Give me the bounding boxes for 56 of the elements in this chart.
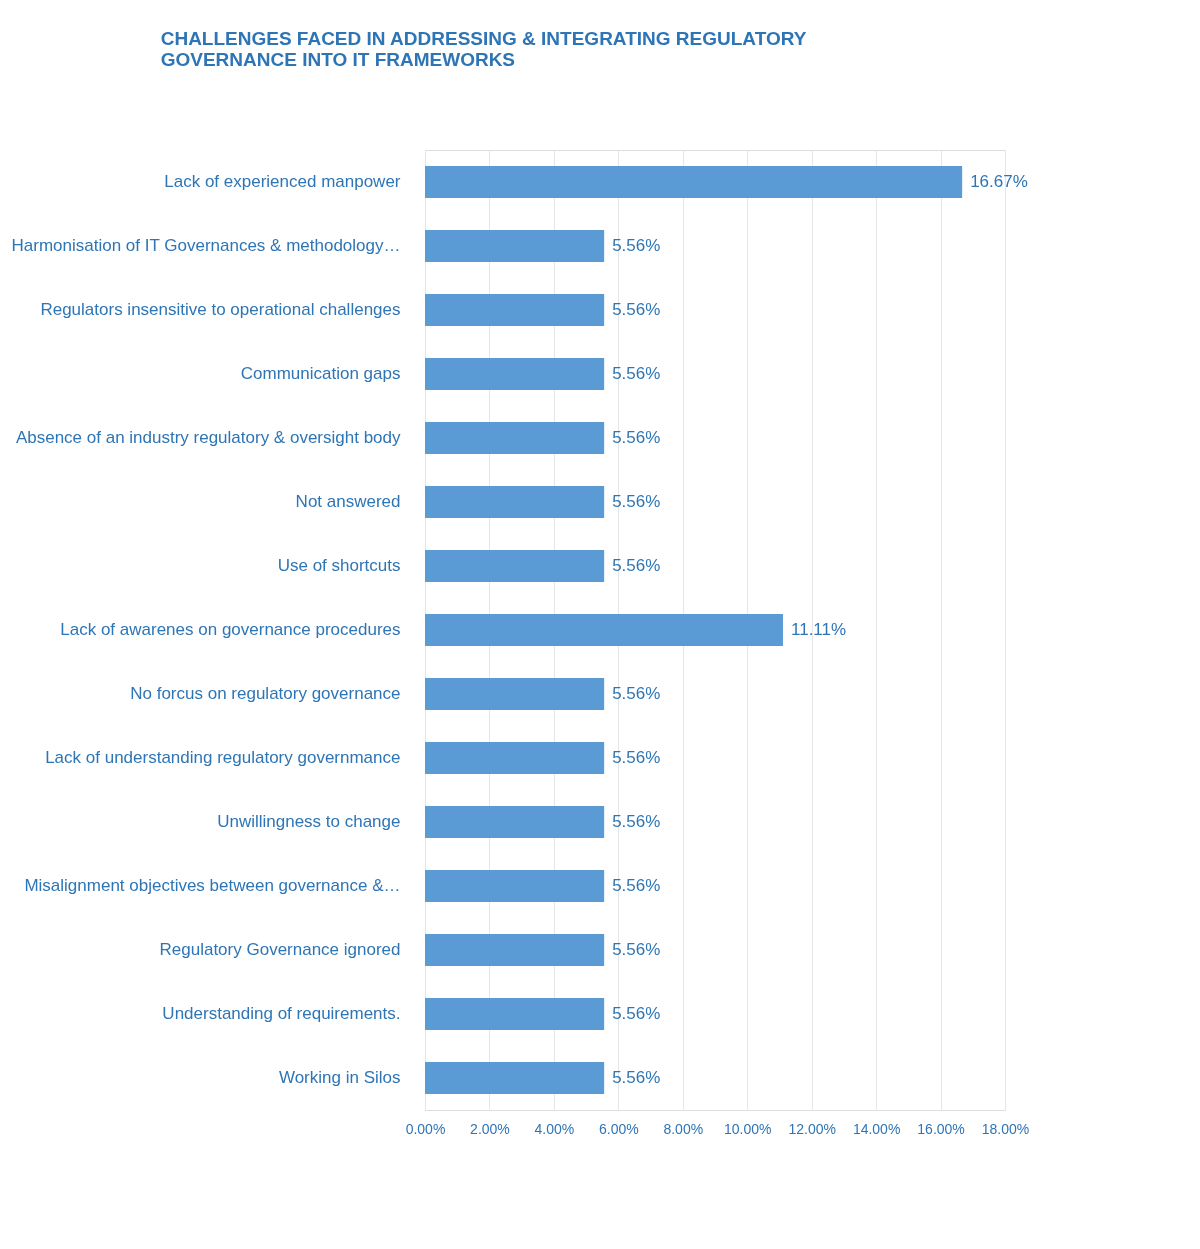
y-tick-label: Working in Silos (278, 1068, 401, 1087)
bar (425, 550, 605, 582)
y-tick-label: Communication gaps (240, 364, 401, 383)
y-tick-label: Understanding of requirements. (162, 1004, 401, 1023)
data-label: 16.67% (970, 172, 1028, 191)
bar (425, 1062, 605, 1094)
y-tick-label: Harmonisation of IT Governances & methodology… (11, 236, 401, 255)
data-label: 5.56% (612, 876, 661, 895)
data-label: 5.56% (612, 1004, 661, 1023)
bar (425, 294, 605, 326)
x-tick-label: 12.00% (788, 1120, 836, 1137)
data-label: 5.56% (612, 748, 661, 767)
y-tick-label: Lack of awarenes on governance procedures (60, 620, 401, 639)
x-tick-label: 4.00% (534, 1120, 575, 1137)
x-tick-label: 16.00% (917, 1120, 965, 1137)
y-tick-label: Misalignment objectives between governance &… (24, 876, 401, 895)
bar (425, 678, 605, 710)
y-tick-label: Not answered (295, 492, 401, 511)
y-tick-label: Absence of an industry regulatory & oversight body (15, 428, 401, 447)
y-tick-label: Use of shortcuts (277, 556, 401, 575)
chart-title: CHALLENGES FACED IN ADDRESSING & INTEGRATING REGULATORY GOVERNANCE INTO IT FRAMEWORKS (160, 28, 807, 70)
bar (425, 742, 605, 774)
data-label: 5.56% (612, 300, 661, 319)
x-tick-label: 8.00% (663, 1120, 704, 1137)
data-label: 5.56% (612, 236, 661, 255)
y-tick-label: Lack of understanding regulatory governmance (45, 748, 401, 767)
bar (425, 870, 605, 902)
bar (425, 358, 605, 390)
bar (425, 230, 605, 262)
y-tick-label: Unwillingness to change (217, 812, 401, 831)
data-label: 5.56% (612, 428, 661, 447)
x-tick-label: 2.00% (470, 1120, 510, 1137)
y-tick-label: No forcus on regulatory governance (130, 684, 401, 703)
bar (425, 166, 963, 198)
data-label: 5.56% (612, 1068, 661, 1087)
data-label: 5.56% (612, 812, 661, 831)
y-tick-label: Regulatory Governance ignored (159, 940, 401, 959)
data-label: 11.11% (790, 620, 847, 639)
x-tick-label: 18.00% (981, 1120, 1030, 1137)
bar (425, 422, 605, 454)
x-tick-label: 6.00% (598, 1120, 639, 1137)
data-label: 5.56% (612, 492, 661, 511)
bar (425, 806, 605, 838)
y-tick-label: Regulators insensitive to operational challenges (40, 300, 401, 319)
data-label: 5.56% (612, 556, 661, 575)
x-tick-label: 14.00% (852, 1120, 901, 1137)
data-label: 5.56% (612, 684, 661, 703)
data-label: 5.56% (612, 940, 661, 959)
data-label: 5.56% (612, 364, 661, 383)
bar (425, 934, 605, 966)
x-tick-label: 0.00% (405, 1120, 446, 1137)
x-tick-label: 10.00% (723, 1120, 772, 1137)
bar (425, 486, 605, 518)
bar (425, 998, 605, 1030)
y-tick-label: Lack of experienced manpower (164, 172, 401, 191)
bar (425, 614, 783, 646)
